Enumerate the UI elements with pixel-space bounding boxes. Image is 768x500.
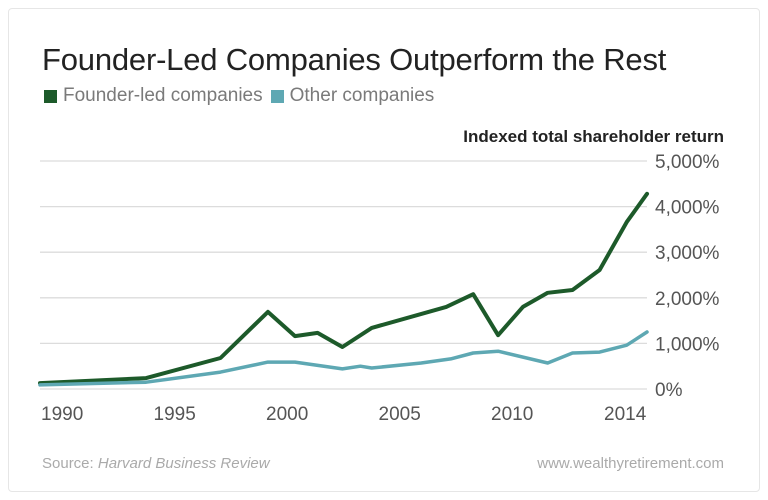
x-tick-label: 2005: [379, 404, 421, 425]
legend-swatch-founder-led: [44, 89, 57, 103]
legend-item-other: Other companies: [270, 85, 435, 107]
x-tick-label: 2000: [266, 404, 308, 425]
y-axis-title: Indexed total shareholder return: [463, 127, 724, 146]
card-border: [8, 8, 760, 492]
y-tick-label: 1,000%: [655, 334, 720, 355]
x-tick-label: 1995: [154, 404, 196, 425]
x-tick-label: 1990: [41, 404, 83, 425]
y-tick-label: 3,000%: [655, 243, 720, 264]
legend-label-founder-led: Founder-led companies: [63, 85, 263, 106]
source-note: Source: Harvard Business Review: [42, 455, 270, 472]
legend-item-founder-led: Founder-led companies: [44, 85, 263, 107]
legend-swatch-other: [270, 89, 284, 103]
y-tick-label: 5,000%: [655, 152, 720, 173]
website-credit: www.wealthyretirement.com: [537, 455, 724, 472]
y-tick-label: 0%: [655, 380, 683, 401]
legend: Founder-led companies Other companies: [44, 85, 442, 107]
x-tick-label: 2014: [604, 404, 647, 425]
source-prefix: Source:: [42, 455, 98, 472]
source-name: Harvard Business Review: [97, 455, 270, 472]
y-tick-label: 2,000%: [655, 289, 720, 310]
legend-label-other: Other companies: [289, 85, 435, 106]
chart-title: Founder-Led Companies Outperform the Res…: [42, 42, 667, 77]
series-line-founder-led: [38, 191, 649, 386]
y-tick-label: 4,000%: [655, 198, 720, 219]
x-tick-label: 2010: [491, 404, 533, 425]
